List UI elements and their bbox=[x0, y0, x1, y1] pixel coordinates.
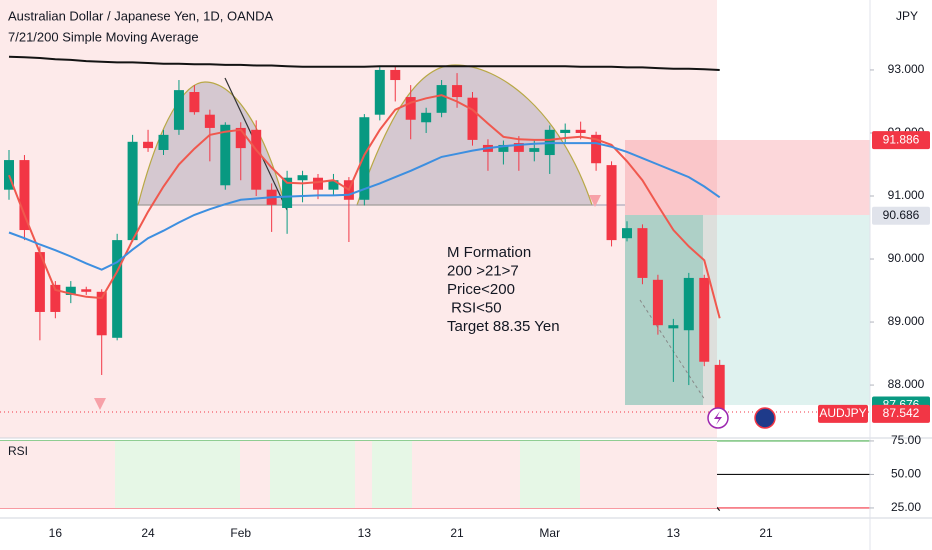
stop-zone bbox=[625, 140, 870, 215]
symbol-label: AUDJPY bbox=[819, 406, 866, 420]
price-label-box bbox=[872, 206, 930, 225]
rsi-band bbox=[270, 441, 355, 508]
candle-body bbox=[699, 277, 710, 362]
target-zone bbox=[625, 215, 870, 405]
candle-body bbox=[513, 143, 524, 152]
rsi-band bbox=[520, 441, 580, 508]
x-tick-label: 24 bbox=[141, 526, 155, 540]
symbol-box bbox=[818, 404, 868, 423]
line-series bbox=[8, 142, 721, 271]
annotation: RSI<50 bbox=[447, 299, 502, 316]
x-tick-label: 16 bbox=[49, 526, 63, 540]
annotation: 200 >21>7 bbox=[447, 262, 519, 279]
candle-body bbox=[606, 165, 617, 241]
candle-body bbox=[436, 85, 447, 113]
rsi-background bbox=[0, 441, 717, 508]
candle-body bbox=[81, 289, 92, 292]
candle-body bbox=[127, 141, 138, 241]
price-label-box bbox=[872, 131, 930, 150]
candle-body bbox=[714, 364, 725, 414]
indicator-name: 7/21/200 Simple Moving Average bbox=[8, 29, 199, 44]
x-tick-label: 13 bbox=[667, 526, 681, 540]
x-tick-label: 13 bbox=[358, 526, 372, 540]
chart-title: Australian Dollar / Japanese Yen, 1D, OA… bbox=[8, 8, 274, 23]
candle-body bbox=[96, 291, 107, 336]
candle-body bbox=[575, 129, 586, 133]
candle-body bbox=[4, 160, 14, 190]
projection-line bbox=[639, 299, 706, 401]
candle-body bbox=[421, 112, 432, 123]
y-tick-label: 25.00 bbox=[891, 500, 921, 514]
candle-body bbox=[529, 148, 540, 152]
y-tick-label: 88.000 bbox=[888, 377, 925, 391]
price-label: 90.686 bbox=[883, 208, 920, 222]
annotation: M Formation bbox=[447, 244, 531, 261]
candle-body bbox=[668, 325, 679, 329]
price-label-box bbox=[872, 404, 930, 423]
candle-body bbox=[112, 240, 123, 338]
candle-body bbox=[220, 124, 231, 186]
currency: JPY bbox=[896, 9, 918, 23]
candle-body bbox=[34, 252, 45, 312]
candle-body bbox=[189, 92, 200, 113]
bearish-background bbox=[0, 0, 717, 438]
candle-body bbox=[560, 129, 571, 133]
candle-body bbox=[452, 85, 463, 98]
flag-icon[interactable] bbox=[754, 407, 776, 429]
y-tick-label: 50.00 bbox=[891, 467, 921, 481]
rsi-band bbox=[115, 441, 240, 508]
price-label: 91.886 bbox=[883, 132, 920, 146]
y-tick-label: 91.000 bbox=[888, 188, 925, 202]
line-series bbox=[8, 55, 720, 71]
candle-body bbox=[405, 97, 416, 120]
candle-body bbox=[374, 69, 385, 115]
candle-body bbox=[591, 134, 602, 164]
candle-body bbox=[235, 127, 246, 149]
candle-body bbox=[390, 69, 401, 81]
x-tick-label: Mar bbox=[539, 526, 560, 540]
y-tick-label: 75.00 bbox=[891, 433, 921, 447]
candle-body bbox=[467, 97, 478, 140]
rsi-title: RSI bbox=[8, 444, 28, 458]
annotation: Price<200 bbox=[447, 281, 515, 298]
candle-body bbox=[50, 284, 61, 312]
signal-marker bbox=[94, 398, 106, 410]
candle-body bbox=[158, 134, 169, 150]
candle-body bbox=[328, 180, 339, 190]
line-series bbox=[8, 94, 721, 319]
y-tick-label: 89.000 bbox=[888, 314, 925, 328]
candle-body bbox=[173, 90, 184, 130]
x-tick-label: Feb bbox=[230, 526, 251, 540]
candle-body bbox=[498, 144, 509, 152]
candle-body bbox=[622, 228, 632, 239]
candle-body bbox=[19, 160, 30, 231]
candle-body bbox=[297, 175, 308, 181]
candle-body bbox=[204, 114, 215, 128]
candle-body bbox=[282, 177, 293, 208]
candle-body bbox=[143, 141, 154, 149]
signal-marker bbox=[589, 195, 601, 207]
price-label: 87.542 bbox=[883, 406, 920, 420]
candle-body bbox=[683, 277, 694, 331]
lightning bbox=[714, 411, 722, 425]
candle-body bbox=[313, 177, 323, 190]
x-tick-label: 21 bbox=[450, 526, 464, 540]
annotation: Target 88.35 Yen bbox=[447, 318, 560, 335]
candle-body bbox=[652, 279, 663, 326]
candle-body bbox=[637, 228, 648, 278]
candle-body bbox=[251, 129, 262, 190]
y-tick-label: 90.000 bbox=[888, 251, 925, 265]
candle-body bbox=[359, 117, 370, 200]
x-tick-label: 21 bbox=[759, 526, 773, 540]
rsi-band bbox=[372, 441, 412, 508]
candle-body bbox=[65, 286, 76, 295]
y-tick-label: 93.000 bbox=[888, 62, 925, 76]
